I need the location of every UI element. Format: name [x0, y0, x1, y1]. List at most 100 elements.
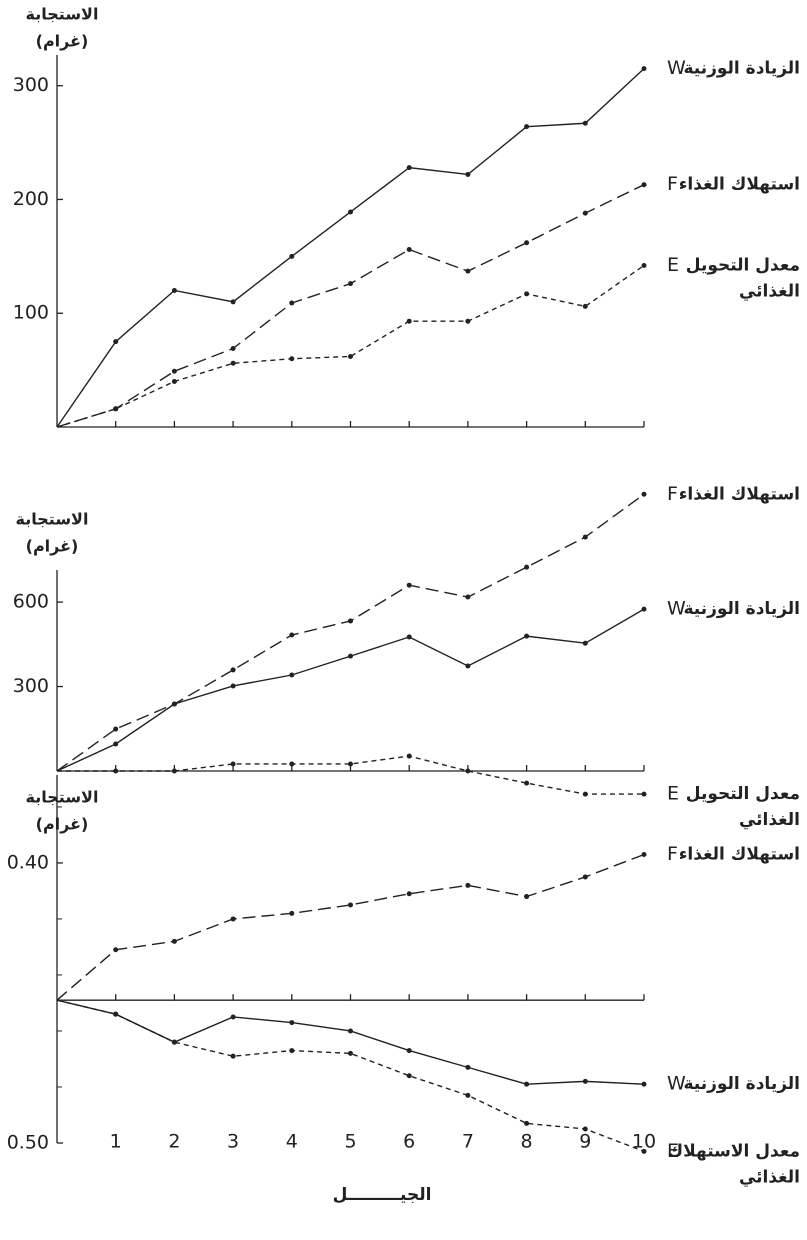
data-point — [171, 701, 177, 707]
data-point — [465, 594, 471, 600]
y-axis-label: (غرام) — [36, 32, 89, 51]
data-point — [641, 791, 647, 797]
data-point — [465, 768, 471, 774]
series-line — [56, 264, 645, 428]
y-axis-label: الاستجابة — [26, 788, 99, 807]
y-axis-label: (غرام) — [26, 537, 79, 556]
y-tick-label: 0.50 — [7, 1132, 49, 1154]
legend-label: الزيادة الوزنية — [683, 599, 800, 619]
data-point — [348, 653, 353, 659]
y-axis-label: (غرام) — [36, 815, 89, 834]
data-point — [582, 210, 588, 216]
data-point — [230, 299, 236, 305]
data-point — [113, 1011, 119, 1017]
data-point — [348, 761, 353, 767]
data-point — [524, 564, 530, 570]
legend-label: الغذائي — [739, 1167, 800, 1187]
series-line — [56, 999, 645, 1153]
data-point — [641, 1148, 647, 1154]
data-point — [289, 632, 295, 638]
data-point — [524, 633, 530, 639]
data-point — [230, 667, 236, 673]
data-point — [348, 618, 353, 624]
series-symbol: W — [667, 57, 686, 79]
data-point — [348, 1028, 353, 1034]
data-point — [348, 281, 353, 287]
data-point — [348, 353, 353, 359]
series-symbol: F — [667, 483, 678, 505]
x-tick-label: 1 — [110, 1131, 122, 1153]
data-point — [582, 640, 588, 646]
data-point — [641, 852, 647, 858]
x-tick-label: 10 — [632, 1131, 656, 1153]
series-symbol: E — [667, 783, 679, 805]
data-point — [230, 1014, 236, 1020]
data-point — [406, 247, 412, 253]
data-point — [113, 726, 119, 732]
x-tick-label: 6 — [403, 1131, 415, 1153]
data-point — [524, 1120, 530, 1126]
data-point — [524, 780, 530, 786]
data-point — [465, 318, 471, 324]
data-point — [113, 339, 119, 345]
data-point — [171, 368, 177, 374]
legend-label: الغذائي — [739, 810, 800, 830]
data-point — [230, 916, 236, 922]
data-point — [406, 753, 412, 759]
series-line — [56, 184, 645, 428]
data-point — [289, 356, 295, 362]
data-point — [406, 165, 412, 171]
legend-label: الزيادة الوزنية — [683, 59, 800, 79]
y-tick-label: 0.40 — [7, 851, 49, 873]
data-point — [524, 291, 530, 297]
data-point — [582, 1078, 588, 1084]
series-symbol: W — [667, 598, 686, 620]
data-point — [171, 287, 177, 293]
data-point — [171, 938, 177, 944]
data-point — [113, 768, 119, 774]
data-point — [348, 902, 353, 908]
series-symbol: E — [667, 254, 679, 276]
data-point — [465, 663, 471, 669]
legend-label: معدل التحويل — [686, 784, 800, 804]
data-point — [289, 1020, 295, 1026]
data-point — [171, 768, 177, 774]
data-point — [113, 406, 119, 412]
data-point — [582, 874, 588, 880]
data-point — [289, 253, 295, 259]
data-point — [230, 683, 236, 689]
data-point — [230, 346, 236, 352]
data-point — [641, 1081, 647, 1087]
y-axis-label: الاستجابة — [26, 5, 99, 24]
data-point — [524, 124, 530, 130]
data-point — [465, 1092, 471, 1098]
legend-label: استهلاك الغذاء — [679, 175, 800, 195]
y-tick-label: 200 — [13, 188, 49, 210]
data-point — [582, 303, 588, 309]
data-point — [524, 240, 530, 246]
y-tick-label: 100 — [13, 302, 49, 324]
y-tick-label: 300 — [13, 675, 49, 697]
data-point — [289, 300, 295, 306]
data-point — [465, 268, 471, 274]
x-tick-label: 4 — [286, 1131, 298, 1153]
series-symbol: F — [667, 843, 678, 865]
data-point — [406, 891, 412, 897]
data-point — [348, 209, 353, 215]
y-tick-label: 600 — [13, 591, 49, 613]
data-point — [641, 262, 647, 268]
data-point — [641, 66, 647, 72]
x-tick-label: 3 — [227, 1131, 239, 1153]
x-axis-label: الجيـــــــــل — [333, 1185, 432, 1205]
data-point — [289, 910, 295, 916]
series-line — [56, 608, 645, 772]
data-point — [406, 318, 412, 324]
legend-label: معدل التحويل — [686, 255, 800, 275]
data-point — [641, 182, 647, 188]
data-point — [113, 741, 119, 747]
legend-label: استهلاك الغذاء — [679, 845, 800, 865]
legend-label: استهلاك الغذاء — [679, 484, 800, 504]
series-symbol: E — [667, 1140, 679, 1162]
x-tick-label: 8 — [521, 1131, 533, 1153]
